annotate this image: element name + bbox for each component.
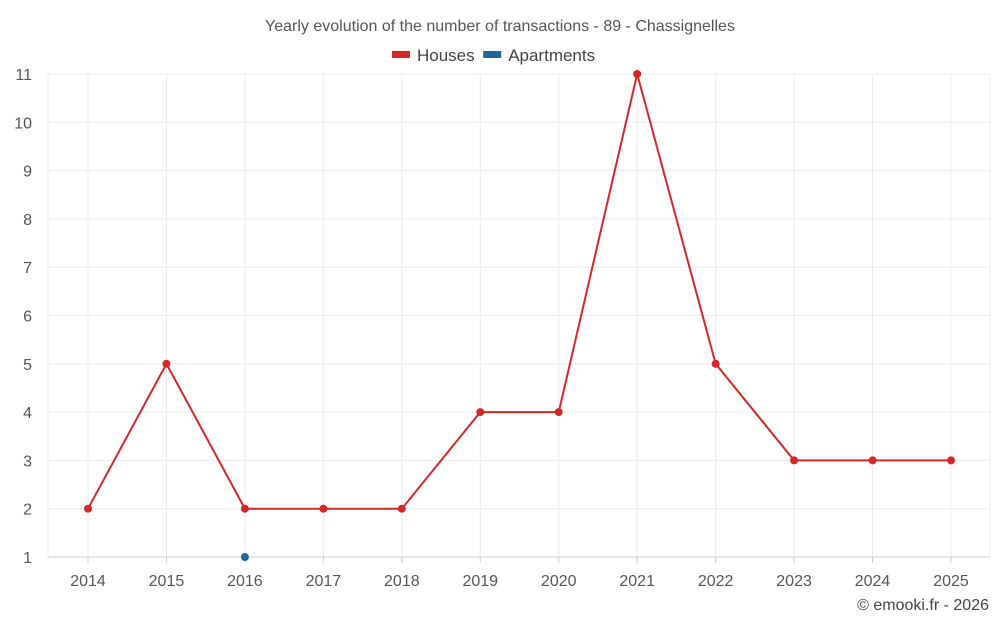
legend-swatch-apartments bbox=[483, 51, 502, 58]
data-point-houses bbox=[476, 408, 485, 417]
data-point-houses bbox=[240, 504, 249, 513]
data-point-houses bbox=[790, 456, 799, 465]
y-tick-label: 6 bbox=[23, 309, 32, 326]
data-point-houses bbox=[319, 504, 328, 513]
data-point-houses bbox=[554, 408, 563, 417]
chart-title: Yearly evolution of the number of transa… bbox=[265, 18, 735, 35]
x-tick-label: 2024 bbox=[855, 573, 891, 590]
legend-label-apartments: Apartments bbox=[508, 46, 595, 65]
data-point-houses bbox=[633, 70, 642, 78]
x-tick-label: 2023 bbox=[776, 573, 812, 590]
y-tick-label: 7 bbox=[23, 260, 32, 277]
series-line-houses bbox=[87, 73, 951, 510]
data-point-houses bbox=[162, 359, 171, 368]
x-tick-label: 2015 bbox=[149, 573, 185, 590]
legend-swatch-houses bbox=[392, 51, 410, 58]
grid bbox=[47, 73, 991, 558]
y-tick-label: 3 bbox=[23, 453, 32, 470]
x-tick-label: 2014 bbox=[70, 573, 106, 590]
y-tick-label: 8 bbox=[23, 212, 32, 229]
data-point-houses bbox=[397, 504, 406, 513]
data-point-houses bbox=[868, 456, 877, 465]
y-tick-label: 9 bbox=[23, 164, 32, 181]
x-tick-label: 2022 bbox=[698, 573, 734, 590]
x-tick-label: 2025 bbox=[933, 573, 969, 590]
x-tick-label: 2020 bbox=[541, 573, 577, 590]
y-axis-ticks: 1 2 3 4 5 6 7 8 9 10 11 bbox=[14, 67, 32, 567]
y-tick-label: 5 bbox=[23, 357, 32, 374]
credit-text: © emooki.fr - 2026 bbox=[857, 597, 989, 614]
x-tick-label: 2016 bbox=[227, 573, 263, 590]
x-tick-label: 2019 bbox=[462, 573, 498, 590]
x-tick-label: 2018 bbox=[384, 573, 420, 590]
legend: Houses Apartments bbox=[392, 46, 595, 65]
y-tick-label: 2 bbox=[23, 502, 32, 519]
x-tick-label: 2017 bbox=[306, 573, 342, 590]
x-tick-label: 2021 bbox=[619, 573, 655, 590]
data-point-apartments bbox=[240, 553, 249, 561]
data-point-houses bbox=[711, 359, 720, 368]
legend-label-houses: Houses bbox=[417, 46, 475, 65]
data-point-houses bbox=[84, 504, 92, 513]
data-point-houses bbox=[947, 456, 955, 465]
y-tick-label: 4 bbox=[23, 405, 32, 422]
series-layer bbox=[84, 70, 955, 561]
y-tick-label: 1 bbox=[23, 550, 32, 567]
y-tick-label: 10 bbox=[14, 115, 32, 132]
y-tick-label: 11 bbox=[15, 67, 32, 84]
x-axis-ticks: 2014 2015 2016 2017 2018 2019 2020 2021 2022 2023… bbox=[48, 556, 990, 590]
